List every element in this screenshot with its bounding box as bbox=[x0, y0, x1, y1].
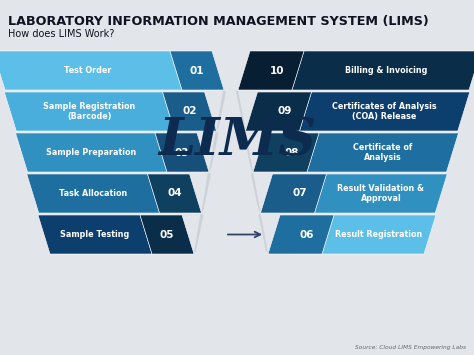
Text: Task Allocation: Task Allocation bbox=[59, 189, 127, 198]
Polygon shape bbox=[4, 92, 174, 131]
Text: 03: 03 bbox=[175, 147, 189, 158]
Polygon shape bbox=[155, 133, 209, 172]
Text: 02: 02 bbox=[182, 106, 197, 116]
Polygon shape bbox=[244, 131, 253, 171]
Text: Result Validation &
Approval: Result Validation & Approval bbox=[337, 184, 424, 203]
Polygon shape bbox=[201, 172, 211, 212]
Polygon shape bbox=[163, 92, 217, 131]
Text: Sample Preparation: Sample Preparation bbox=[46, 148, 137, 157]
Polygon shape bbox=[27, 174, 159, 213]
Polygon shape bbox=[258, 213, 268, 253]
Text: LABORATORY INFORMATION MANAGEMENT SYSTEM (LIMS): LABORATORY INFORMATION MANAGEMENT SYSTEM… bbox=[8, 15, 429, 28]
Text: 05: 05 bbox=[160, 229, 174, 240]
Text: Certificate of
Analysis: Certificate of Analysis bbox=[353, 143, 412, 162]
Polygon shape bbox=[315, 174, 447, 213]
Polygon shape bbox=[322, 215, 436, 254]
Text: 01: 01 bbox=[190, 66, 204, 76]
Text: How does LIMS Work?: How does LIMS Work? bbox=[8, 29, 114, 39]
Polygon shape bbox=[253, 133, 319, 172]
Polygon shape bbox=[261, 174, 327, 213]
Text: Source: Cloud LIMS Empowering Labs: Source: Cloud LIMS Empowering Labs bbox=[355, 345, 466, 350]
Text: Certificates of Analysis
(COA) Release: Certificates of Analysis (COA) Release bbox=[332, 102, 437, 121]
Text: Sample Testing: Sample Testing bbox=[60, 230, 129, 239]
Text: 10: 10 bbox=[270, 66, 284, 76]
Polygon shape bbox=[307, 133, 458, 172]
Polygon shape bbox=[236, 90, 246, 130]
Polygon shape bbox=[209, 131, 219, 171]
Text: LIMS: LIMS bbox=[158, 115, 316, 165]
Polygon shape bbox=[194, 213, 203, 253]
Text: Test Order: Test Order bbox=[64, 66, 111, 75]
Text: Result Registration: Result Registration bbox=[336, 230, 423, 239]
Polygon shape bbox=[292, 51, 474, 90]
Polygon shape bbox=[217, 90, 226, 130]
Polygon shape bbox=[147, 174, 201, 213]
Polygon shape bbox=[16, 133, 167, 172]
Polygon shape bbox=[251, 172, 261, 212]
Text: 07: 07 bbox=[292, 189, 307, 198]
Polygon shape bbox=[238, 51, 304, 90]
Polygon shape bbox=[300, 92, 470, 131]
Polygon shape bbox=[140, 215, 194, 254]
Text: 04: 04 bbox=[167, 189, 182, 198]
Text: 08: 08 bbox=[285, 147, 299, 158]
Polygon shape bbox=[268, 215, 334, 254]
Text: Sample Registration
(Barcode): Sample Registration (Barcode) bbox=[43, 102, 136, 121]
Polygon shape bbox=[170, 51, 224, 90]
Text: Billing & Invoicing: Billing & Invoicing bbox=[346, 66, 428, 75]
Polygon shape bbox=[38, 215, 152, 254]
Polygon shape bbox=[246, 92, 311, 131]
Text: 09: 09 bbox=[277, 106, 292, 116]
Polygon shape bbox=[0, 51, 182, 90]
Text: 06: 06 bbox=[300, 229, 314, 240]
